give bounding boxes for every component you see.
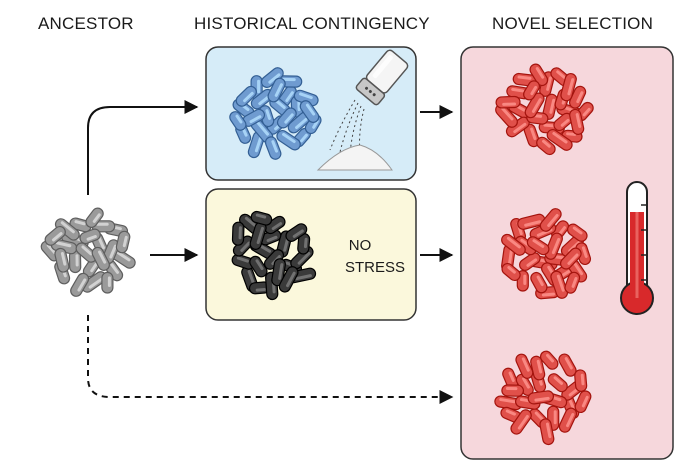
header-novel-selection: NOVEL SELECTION [492, 14, 654, 33]
bacterium-cell [539, 208, 562, 232]
header-ancestor: ANCESTOR [38, 14, 134, 33]
bacterium-cell [276, 129, 301, 151]
bacterium-cell [515, 353, 534, 379]
bacterium-cell [299, 100, 320, 123]
bacterium-cell [539, 418, 555, 446]
bacterium-cell [70, 272, 90, 297]
bacterium-cell [115, 230, 131, 254]
salt-shaker-icon [316, 49, 409, 171]
bacterium-cell [526, 236, 550, 256]
bacterium-cell [264, 136, 282, 160]
bacterium-cell [558, 353, 577, 377]
bacterium-cell [79, 228, 101, 245]
bacterium-cell [267, 77, 286, 103]
novel-cell-cluster-bottom [494, 350, 592, 446]
bacterium-cell [539, 350, 559, 370]
bacterium-cell [517, 213, 546, 230]
bacterium-cell [235, 85, 257, 107]
bacterium-cell [560, 72, 577, 102]
bacterium-cell [530, 271, 548, 294]
bacterium-cell [559, 247, 582, 270]
thermometer-icon [620, 181, 654, 315]
no-stress-label-line1: NO [349, 237, 372, 254]
arrow-ancestor-to-novel-dashed [87, 315, 454, 404]
novel-cell-cluster-middle [501, 208, 592, 300]
bacterium-cell [524, 92, 545, 119]
bacterium-cell [547, 373, 568, 393]
bacterium-cell [501, 384, 524, 397]
bacterium-cell [285, 223, 308, 242]
bacterium-cell [536, 136, 556, 156]
bacterium-cell [101, 271, 114, 294]
bacterium-cell [278, 266, 299, 293]
bacterium-cell [276, 107, 297, 129]
bacterium-cell [250, 210, 273, 226]
novel-cell-cluster-top [495, 63, 594, 156]
header-historical-contingency: HISTORICAL CONTINGENCY [194, 14, 430, 33]
salt-stressed-cell-cluster [229, 67, 322, 160]
bacterium-cell [529, 63, 549, 87]
bacterium-cell [501, 262, 521, 282]
no-stress-cell-cluster [231, 210, 317, 301]
bacterium-cell [110, 247, 136, 269]
bacterium-cell [523, 80, 541, 101]
bacterium-cell [495, 95, 521, 109]
bacterium-cell [574, 390, 592, 414]
bacterium-cell [574, 369, 588, 392]
bacterium-cell [91, 246, 110, 271]
no-stress-label-line2: STRESS [345, 259, 405, 276]
bacterium-cell [544, 232, 563, 260]
bacterium-cell [297, 233, 311, 255]
bacterium-cell [566, 223, 588, 242]
ancestor-cell-cluster [40, 207, 136, 297]
arrow-ancestor-to-salt [87, 100, 199, 195]
bacterium-cell [54, 247, 70, 273]
bacterium-cell [231, 221, 245, 246]
bacterium-cell [85, 207, 104, 228]
bacterium-cell [546, 128, 573, 151]
bacterium-cell [519, 252, 541, 271]
bacterium-cell [550, 270, 569, 299]
bacterium-cell [229, 111, 247, 131]
bacterium-cell [510, 409, 532, 435]
bacterium-cell [558, 407, 578, 433]
bacterium-cell [495, 103, 518, 128]
bacterium-cell [249, 255, 268, 278]
bacterium-cell [44, 225, 66, 246]
bacterium-cell [501, 233, 526, 256]
bacterium-cell [564, 271, 581, 294]
bacterium-cell [527, 390, 555, 405]
bacterium-cell [530, 355, 546, 381]
bacterium-cell [569, 108, 585, 135]
